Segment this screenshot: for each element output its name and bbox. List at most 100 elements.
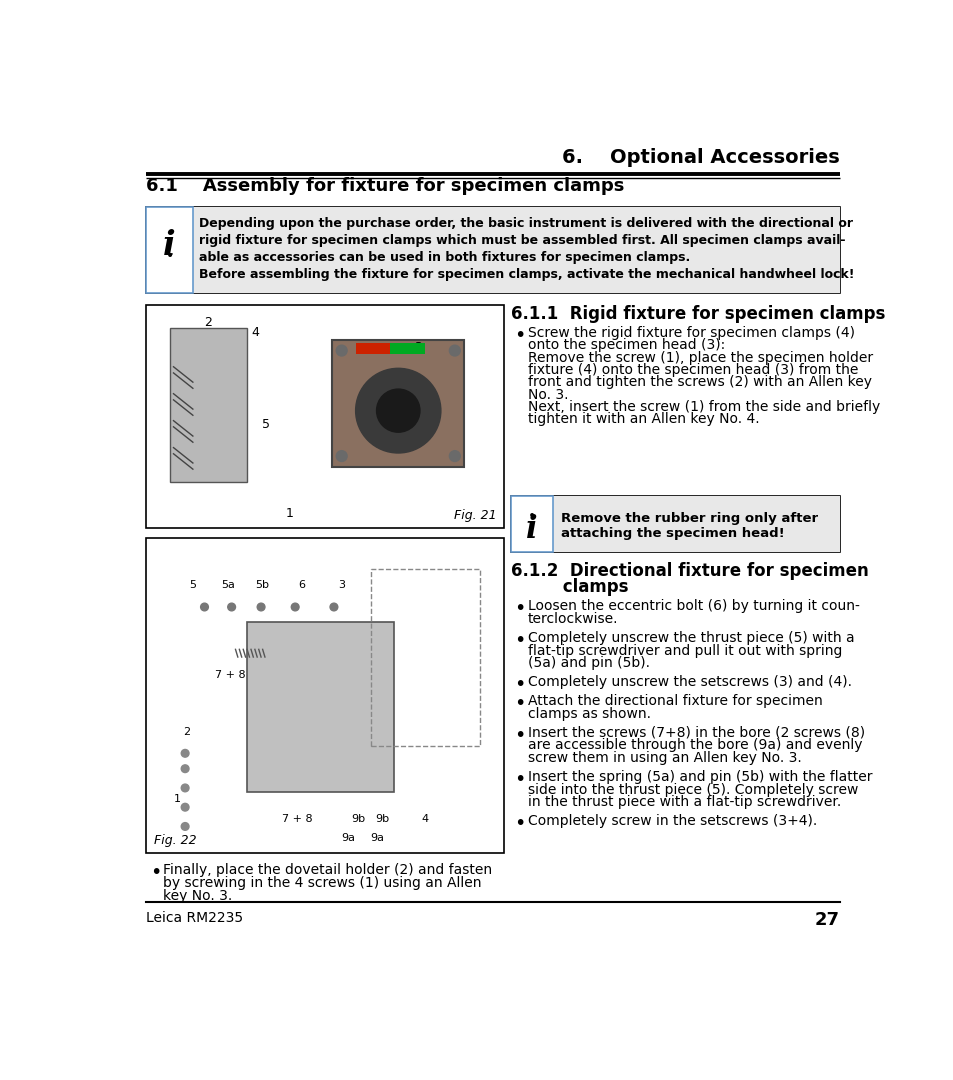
Text: 5a: 5a xyxy=(220,580,234,591)
Text: are accessible through the bore (9a) and evenly: are accessible through the bore (9a) and… xyxy=(527,739,862,753)
Text: Completely screw in the setscrews (3+4).: Completely screw in the setscrews (3+4). xyxy=(527,814,816,828)
Text: Remove the rubber ring only after: Remove the rubber ring only after xyxy=(560,512,818,525)
Text: 2: 2 xyxy=(204,315,213,328)
Text: 1: 1 xyxy=(173,795,181,805)
Text: fixture (4) onto the specimen head (3) from the: fixture (4) onto the specimen head (3) f… xyxy=(527,363,857,377)
Circle shape xyxy=(291,603,298,611)
Text: 3: 3 xyxy=(414,341,421,354)
Bar xyxy=(332,340,464,467)
Bar xyxy=(148,539,502,852)
Text: •: • xyxy=(514,726,525,744)
Text: •: • xyxy=(527,509,536,523)
Text: 9a: 9a xyxy=(370,833,384,843)
Text: screw them in using an Allen key No. 3.: screw them in using an Allen key No. 3. xyxy=(527,751,801,765)
Text: 1: 1 xyxy=(286,507,294,519)
Circle shape xyxy=(181,765,189,772)
Circle shape xyxy=(181,823,189,831)
Bar xyxy=(247,622,394,792)
Text: •: • xyxy=(514,770,525,788)
Circle shape xyxy=(200,603,208,611)
Circle shape xyxy=(257,603,265,611)
Text: 9b: 9b xyxy=(375,813,390,824)
Text: Loosen the eccentric bolt (6) by turning it coun-: Loosen the eccentric bolt (6) by turning… xyxy=(527,599,859,613)
Text: flat-tip screwdriver and pull it out with spring: flat-tip screwdriver and pull it out wit… xyxy=(527,644,841,658)
Text: i: i xyxy=(163,229,175,261)
Text: •: • xyxy=(150,863,161,881)
Text: •: • xyxy=(514,694,525,713)
Bar xyxy=(553,496,840,552)
Text: •: • xyxy=(514,326,525,345)
Text: Depending upon the purchase order, the basic instrument is delivered with the di: Depending upon the purchase order, the b… xyxy=(199,217,852,230)
Circle shape xyxy=(330,603,337,611)
Text: rigid fixture for specimen clamps which must be assembled first. All specimen cl: rigid fixture for specimen clamps which … xyxy=(199,234,844,247)
Text: •: • xyxy=(165,248,173,262)
Text: tighten it with an Allen key No. 4.: tighten it with an Allen key No. 4. xyxy=(527,413,759,427)
Bar xyxy=(146,538,504,853)
Text: front and tighten the screws (2) with an Allen key: front and tighten the screws (2) with an… xyxy=(527,375,871,389)
Text: clamps: clamps xyxy=(510,578,627,596)
Text: able as accessories can be used in both fixtures for specimen clamps.: able as accessories can be used in both … xyxy=(199,252,690,265)
Circle shape xyxy=(181,784,189,792)
Circle shape xyxy=(335,450,347,461)
Text: attaching the specimen head!: attaching the specimen head! xyxy=(560,527,784,540)
Circle shape xyxy=(376,389,419,432)
Text: •: • xyxy=(514,599,525,618)
Text: 9a: 9a xyxy=(340,833,355,843)
Circle shape xyxy=(181,804,189,811)
Text: Finally, place the dovetail holder (2) and fasten: Finally, place the dovetail holder (2) a… xyxy=(163,863,492,877)
Text: in the thrust piece with a flat-tip screwdriver.: in the thrust piece with a flat-tip scre… xyxy=(527,795,840,809)
Text: 6.1.1  Rigid fixture for specimen clamps: 6.1.1 Rigid fixture for specimen clamps xyxy=(510,306,884,323)
Text: 4: 4 xyxy=(421,813,429,824)
Text: Fig. 22: Fig. 22 xyxy=(154,834,196,847)
Bar xyxy=(193,206,840,293)
Text: No. 3.: No. 3. xyxy=(527,388,568,402)
Circle shape xyxy=(335,346,347,356)
Text: 7 + 8: 7 + 8 xyxy=(282,813,313,824)
Text: Leica RM2235: Leica RM2235 xyxy=(146,912,243,926)
Circle shape xyxy=(228,603,235,611)
Text: terclockwise.: terclockwise. xyxy=(527,612,618,626)
Text: Remove the screw (1), place the specimen holder: Remove the screw (1), place the specimen… xyxy=(527,351,872,365)
Text: 6.1    Assembly for fixture for specimen clamps: 6.1 Assembly for fixture for specimen cl… xyxy=(146,177,624,195)
Bar xyxy=(148,307,502,527)
Text: 6.1.2  Directional fixture for specimen: 6.1.2 Directional fixture for specimen xyxy=(510,563,867,580)
Text: 5: 5 xyxy=(190,580,196,591)
Text: Completely unscrew the thrust piece (5) with a: Completely unscrew the thrust piece (5) … xyxy=(527,631,853,645)
Text: 6.    Optional Accessories: 6. Optional Accessories xyxy=(561,148,840,166)
Text: •: • xyxy=(514,675,525,694)
Text: key No. 3.: key No. 3. xyxy=(163,889,233,903)
Text: Insert the screws (7+8) in the bore (2 screws (8): Insert the screws (7+8) in the bore (2 s… xyxy=(527,726,863,740)
Text: 5b: 5b xyxy=(255,580,270,591)
Text: 27: 27 xyxy=(814,912,840,929)
Text: by screwing in the 4 screws (1) using an Allen: by screwing in the 4 screws (1) using an… xyxy=(163,876,481,890)
Bar xyxy=(371,568,479,745)
Text: Before assembling the fixture for specimen clamps, activate the mechanical handw: Before assembling the fixture for specim… xyxy=(199,268,854,281)
Text: (5a) and pin (5b).: (5a) and pin (5b). xyxy=(527,657,649,671)
Text: i: i xyxy=(525,514,537,545)
Circle shape xyxy=(449,450,459,461)
Bar xyxy=(510,496,553,552)
Text: 9b: 9b xyxy=(351,813,365,824)
Text: clamps as shown.: clamps as shown. xyxy=(527,706,650,720)
Text: 6: 6 xyxy=(297,580,305,591)
Text: Screw the rigid fixture for specimen clamps (4): Screw the rigid fixture for specimen cla… xyxy=(527,326,854,340)
Circle shape xyxy=(181,750,189,757)
Text: 2: 2 xyxy=(183,727,190,737)
Text: 3: 3 xyxy=(337,580,345,591)
Text: Completely unscrew the setscrews (3) and (4).: Completely unscrew the setscrews (3) and… xyxy=(527,675,851,689)
Bar xyxy=(510,496,840,552)
Bar xyxy=(170,328,247,483)
Circle shape xyxy=(355,368,440,453)
Text: Next, insert the screw (1) from the side and briefly: Next, insert the screw (1) from the side… xyxy=(527,400,879,414)
Text: •: • xyxy=(514,814,525,833)
Bar xyxy=(390,342,425,353)
Text: 5: 5 xyxy=(262,418,271,431)
Text: •: • xyxy=(514,631,525,650)
Text: Attach the directional fixture for specimen: Attach the directional fixture for speci… xyxy=(527,694,821,708)
Bar xyxy=(146,206,840,293)
Text: 4: 4 xyxy=(251,325,258,339)
Bar xyxy=(146,206,193,293)
Bar xyxy=(355,342,390,353)
Circle shape xyxy=(449,346,459,356)
Text: onto the specimen head (3):: onto the specimen head (3): xyxy=(527,338,724,352)
